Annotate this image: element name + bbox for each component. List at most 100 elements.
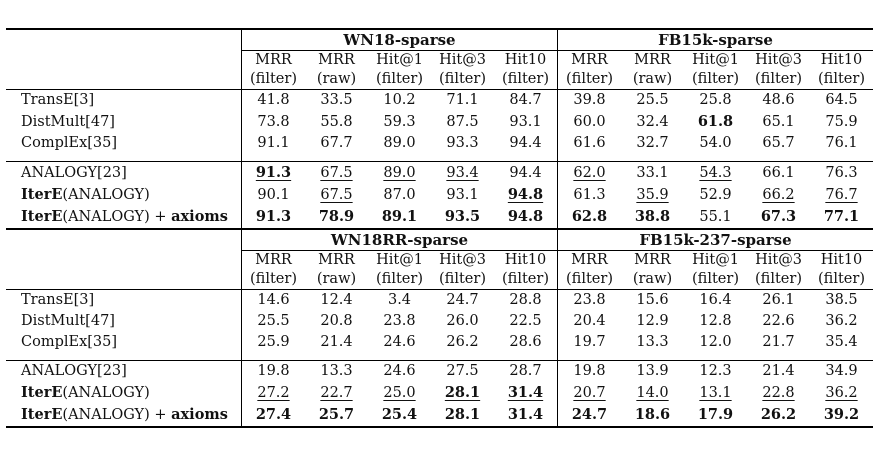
metric-value-text: 61.8 — [697, 113, 734, 130]
metric-value: 39.2 — [810, 404, 873, 428]
gap-cell — [6, 154, 242, 162]
results-table-body: WN18-sparse FB15k-sparse MRR (filter) MRR (ra… — [6, 28, 873, 428]
metric-value-text: 20.7 — [573, 384, 606, 401]
metric-value-text: 22.7 — [320, 384, 353, 401]
metric-name: Hit10 — [820, 52, 863, 68]
metric-value: 66.1 — [747, 161, 810, 184]
gap-cell — [241, 154, 305, 162]
metric-value: 26.2 — [747, 404, 810, 428]
model-label-suffix: axioms — [171, 208, 228, 225]
metric-name: MRR — [634, 52, 671, 68]
metric-value-text: 76.3 — [825, 164, 858, 181]
metric-value-text: 64.5 — [825, 92, 858, 108]
metric-setting: (filter) — [376, 271, 423, 287]
table-row: DistMult[47] 25.5 20.8 23.8 26.0 22.5 20.4 12.9… — [6, 311, 873, 332]
metric-value-text: 12.4 — [320, 292, 353, 308]
metric-value: 36.2 — [810, 311, 873, 332]
metric-value-text: 21.4 — [320, 334, 353, 350]
metric-value: 25.7 — [305, 404, 368, 428]
metric-value: 20.8 — [305, 311, 368, 332]
model-name: ANALOGY[23] — [6, 360, 242, 382]
metric-value: 12.4 — [305, 289, 368, 311]
metric-value: 71.1 — [431, 89, 494, 111]
gap-cell — [810, 154, 873, 162]
table-row: DistMult[47] 73.8 55.8 59.3 87.5 93.1 60.0 32.4… — [6, 111, 873, 133]
metric-value: 48.6 — [747, 89, 810, 111]
header-name-cell — [6, 228, 242, 251]
table-row: IterE(ANALOGY) + axioms 27.4 25.7 25.4 28.1 3… — [6, 404, 873, 428]
model-label-base: (ANALOGY) + — [62, 209, 172, 225]
metric-value: 13.9 — [621, 360, 684, 382]
metric-value-text: 94.8 — [507, 208, 544, 225]
metric-value: 32.7 — [621, 133, 684, 154]
metric-value-text: 19.7 — [573, 334, 606, 350]
metric-setting: (filter) — [250, 71, 297, 87]
metric-value-text: 20.8 — [320, 313, 353, 329]
metric-value: 22.6 — [747, 311, 810, 332]
metric-value-text: 21.7 — [762, 334, 795, 350]
metric-value-text: 21.4 — [762, 363, 795, 379]
metric-value-text: 25.5 — [257, 313, 290, 329]
metric-value: 39.8 — [557, 89, 621, 111]
model-label-main: IterE — [21, 406, 63, 423]
metric-value-text: 22.8 — [762, 384, 795, 401]
metric-value: 67.5 — [305, 161, 368, 184]
model-name: ANALOGY[23] — [6, 161, 242, 184]
metric-value: 24.6 — [368, 360, 431, 382]
metric-value-text: 28.7 — [509, 363, 542, 379]
metric-value-text: 28.8 — [509, 292, 542, 308]
metric-value-text: 28.1 — [444, 384, 481, 401]
metric-value: 24.7 — [557, 404, 621, 428]
gap-cell — [557, 353, 621, 361]
metric-value-text: 89.0 — [383, 135, 416, 151]
gap-cell — [305, 353, 368, 361]
metric-value: 28.1 — [431, 382, 494, 404]
metric-value-text: 33.5 — [320, 92, 353, 108]
metric-setting: (filter) — [439, 271, 486, 287]
metric-header: MRR (filter) — [241, 250, 305, 290]
metric-value: 32.4 — [621, 111, 684, 133]
metric-value: 21.7 — [747, 332, 810, 353]
metric-value-text: 62.0 — [573, 164, 606, 181]
model-label-main: IterE — [21, 186, 63, 203]
metric-value: 14.6 — [241, 289, 305, 311]
metric-header: Hit10 (filter) — [810, 251, 873, 290]
metric-setting: (filter) — [755, 71, 802, 87]
metric-value: 76.3 — [810, 161, 873, 184]
metric-value-text: 55.1 — [699, 208, 732, 225]
metric-header-name-cell — [6, 51, 242, 90]
metric-value-text: 61.6 — [573, 135, 606, 151]
model-label: TransE[3] — [21, 92, 95, 108]
model-label: ComplEx[35] — [21, 135, 118, 151]
metric-value-text: 26.2 — [760, 406, 797, 423]
metric-value: 23.8 — [368, 311, 431, 332]
model-name: DistMult[47] — [6, 311, 242, 332]
metric-value-text: 87.0 — [383, 186, 416, 203]
metric-value-text: 77.1 — [823, 208, 860, 225]
metric-value: 28.8 — [494, 289, 558, 311]
metric-value: 94.4 — [494, 133, 558, 154]
metric-value: 89.0 — [368, 133, 431, 154]
metric-name: Hit@3 — [439, 52, 486, 68]
metric-value: 19.8 — [241, 360, 305, 382]
model-label-base: (ANALOGY) — [62, 187, 150, 203]
metric-value-text: 89.0 — [383, 164, 416, 181]
model-label-main: IterE — [21, 384, 63, 401]
gap-cell — [6, 353, 242, 361]
metric-value: 62.8 — [557, 206, 621, 229]
metric-value: 12.9 — [621, 311, 684, 332]
metric-value-text: 19.8 — [573, 363, 606, 379]
metric-setting: (filter) — [566, 271, 613, 287]
metric-header-row: MRR (filter) MRR (raw) Hit@1 (filter) Hit@3 (fi… — [6, 250, 873, 290]
metric-header: MRR (filter) — [241, 50, 305, 90]
metric-value: 89.0 — [368, 161, 431, 184]
metric-value: 27.5 — [431, 360, 494, 382]
metric-value: 24.7 — [431, 289, 494, 311]
metric-value-text: 67.3 — [760, 208, 797, 225]
metric-value: 20.4 — [557, 311, 621, 332]
metric-name: Hit@1 — [376, 252, 423, 268]
metric-value-text: 35.9 — [636, 186, 669, 203]
model-name: IterE(ANALOGY) + axioms — [6, 206, 242, 229]
metric-value-text: 22.6 — [762, 313, 795, 329]
metric-value-text: 93.3 — [446, 135, 479, 151]
